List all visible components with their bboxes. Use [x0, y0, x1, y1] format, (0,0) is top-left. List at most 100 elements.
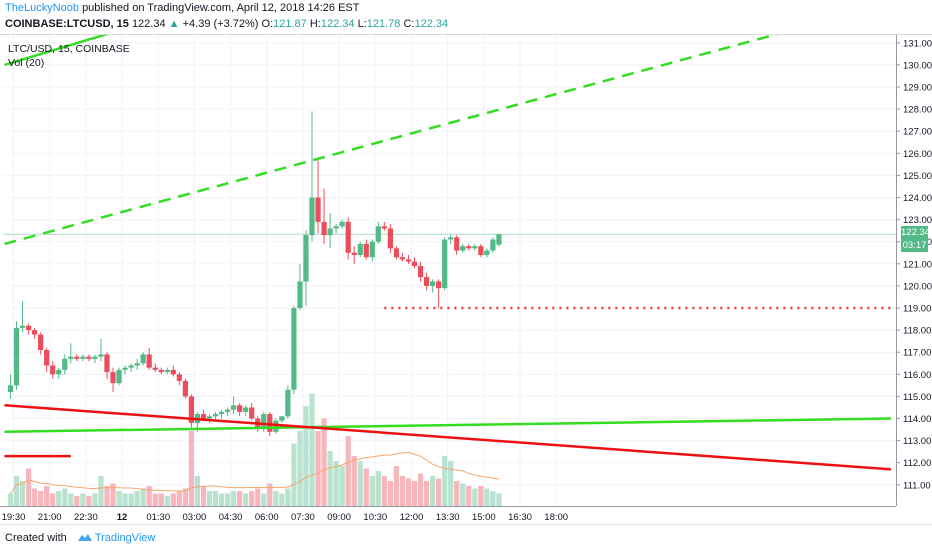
volume-bar	[363, 468, 369, 506]
x-tick-label: 19:30	[2, 512, 26, 523]
candle-body	[466, 246, 472, 249]
volume-bar	[255, 488, 261, 506]
volume-bar	[152, 493, 158, 506]
candle-body	[448, 237, 454, 240]
last-price-tag: 122.34	[901, 226, 931, 240]
price-chart[interactable]: 111.00 112.00 113.00 114.00 115.00 116.00 117.…	[0, 35, 932, 525]
volume-bar	[224, 493, 231, 506]
tradingview-logo-icon	[77, 534, 92, 541]
candle-body	[411, 261, 418, 267]
footer: Created with TradingView	[0, 524, 932, 550]
candle-body	[478, 246, 484, 255]
volume-bar	[417, 473, 424, 506]
volume-bar	[32, 488, 38, 506]
y-tick-label: 131.00	[903, 38, 932, 49]
candle-body	[146, 354, 152, 368]
candle-body	[496, 234, 502, 245]
volume-bar	[291, 443, 297, 506]
y-tick-label: 118.00	[903, 326, 931, 337]
y-tick-label: 123.00	[903, 215, 932, 226]
candle-body	[158, 369, 164, 373]
candle-body	[164, 369, 170, 373]
candle-body	[303, 235, 309, 282]
volume-bar	[267, 483, 273, 506]
brand-link[interactable]: TradingView	[94, 532, 156, 544]
candle-body	[134, 363, 140, 366]
candle-body	[393, 248, 400, 258]
series-legend: LTC/USD, 15, COINBASE	[8, 43, 130, 55]
volume-bar	[104, 486, 110, 506]
candle-body	[381, 226, 387, 229]
candle-body	[152, 367, 158, 370]
candle-body	[490, 239, 496, 251]
chart-legend: LTC/USD, 15, COINBASE Vol (20)	[8, 42, 130, 70]
candle-body	[104, 354, 110, 373]
volume-bar	[7, 493, 14, 506]
volume-bar	[92, 493, 98, 506]
open-value: 121.87	[273, 18, 307, 30]
close-label: C:	[403, 18, 415, 30]
candle-body	[297, 281, 303, 309]
y-tick-label: 119.00	[903, 304, 931, 315]
high-label: H:	[309, 18, 321, 30]
author-link[interactable]: TheLuckyNoob	[5, 2, 79, 14]
volume-bar	[478, 486, 484, 506]
volume-bar	[454, 481, 460, 506]
candle-body	[224, 409, 231, 412]
volume-bar	[80, 493, 86, 506]
price-axis-bg	[897, 35, 932, 525]
candle-body	[291, 308, 297, 390]
volume-bar	[38, 491, 44, 506]
x-tick-label: 12	[117, 512, 128, 523]
candle-body	[170, 369, 176, 375]
x-tick-label: 03:00	[183, 512, 207, 523]
candle-body	[315, 197, 321, 222]
candle-body	[333, 226, 339, 229]
volume-bar	[188, 431, 194, 506]
close-value: 122.34	[414, 18, 449, 30]
candle-body	[472, 246, 478, 249]
volume-bar	[460, 483, 466, 506]
candle-body	[417, 266, 424, 278]
candle-body	[50, 365, 56, 375]
volume-bar	[170, 493, 176, 506]
candle-body	[399, 257, 406, 260]
volume-bar	[448, 461, 454, 506]
candle-body	[327, 228, 333, 236]
volume-bar	[436, 478, 442, 506]
candle-body	[273, 420, 279, 432]
volume-bar	[490, 491, 496, 506]
volume-bar	[466, 486, 472, 506]
chart-area[interactable]: 111.00 112.00 113.00 114.00 115.00 116.00 117.…	[0, 34, 932, 525]
candle-body	[369, 241, 375, 258]
volume-bar	[357, 461, 363, 506]
volume-bar	[496, 493, 502, 506]
x-tick-label: 04:30	[219, 512, 243, 523]
volume-bar	[176, 491, 182, 506]
volume-bar	[243, 493, 249, 506]
x-tick-label: 18:00	[544, 512, 568, 523]
candle-body	[345, 221, 351, 253]
candle-body	[243, 407, 249, 412]
volume-bar	[13, 476, 20, 506]
volume-bar	[218, 493, 225, 506]
candle-body	[44, 350, 50, 366]
volume-bar	[345, 436, 351, 506]
candle-body	[116, 369, 122, 384]
candle-body	[442, 239, 448, 289]
volume-bar	[273, 491, 279, 506]
candle-body	[249, 407, 255, 419]
volume-bar	[25, 468, 32, 506]
volume-bar	[315, 431, 321, 506]
candle-body	[218, 411, 225, 415]
candle-body	[200, 414, 207, 419]
last-price: 122.34	[131, 18, 166, 30]
volume-bar	[206, 491, 213, 506]
low-value: 121.78	[366, 18, 401, 30]
y-tick-label: 126.00	[903, 149, 932, 160]
candle-body	[74, 356, 80, 359]
y-tick-label: 120.00	[903, 281, 932, 292]
trendline-red-solid	[4, 404, 891, 471]
volume-bar	[68, 493, 74, 506]
volume-bar	[369, 476, 375, 506]
